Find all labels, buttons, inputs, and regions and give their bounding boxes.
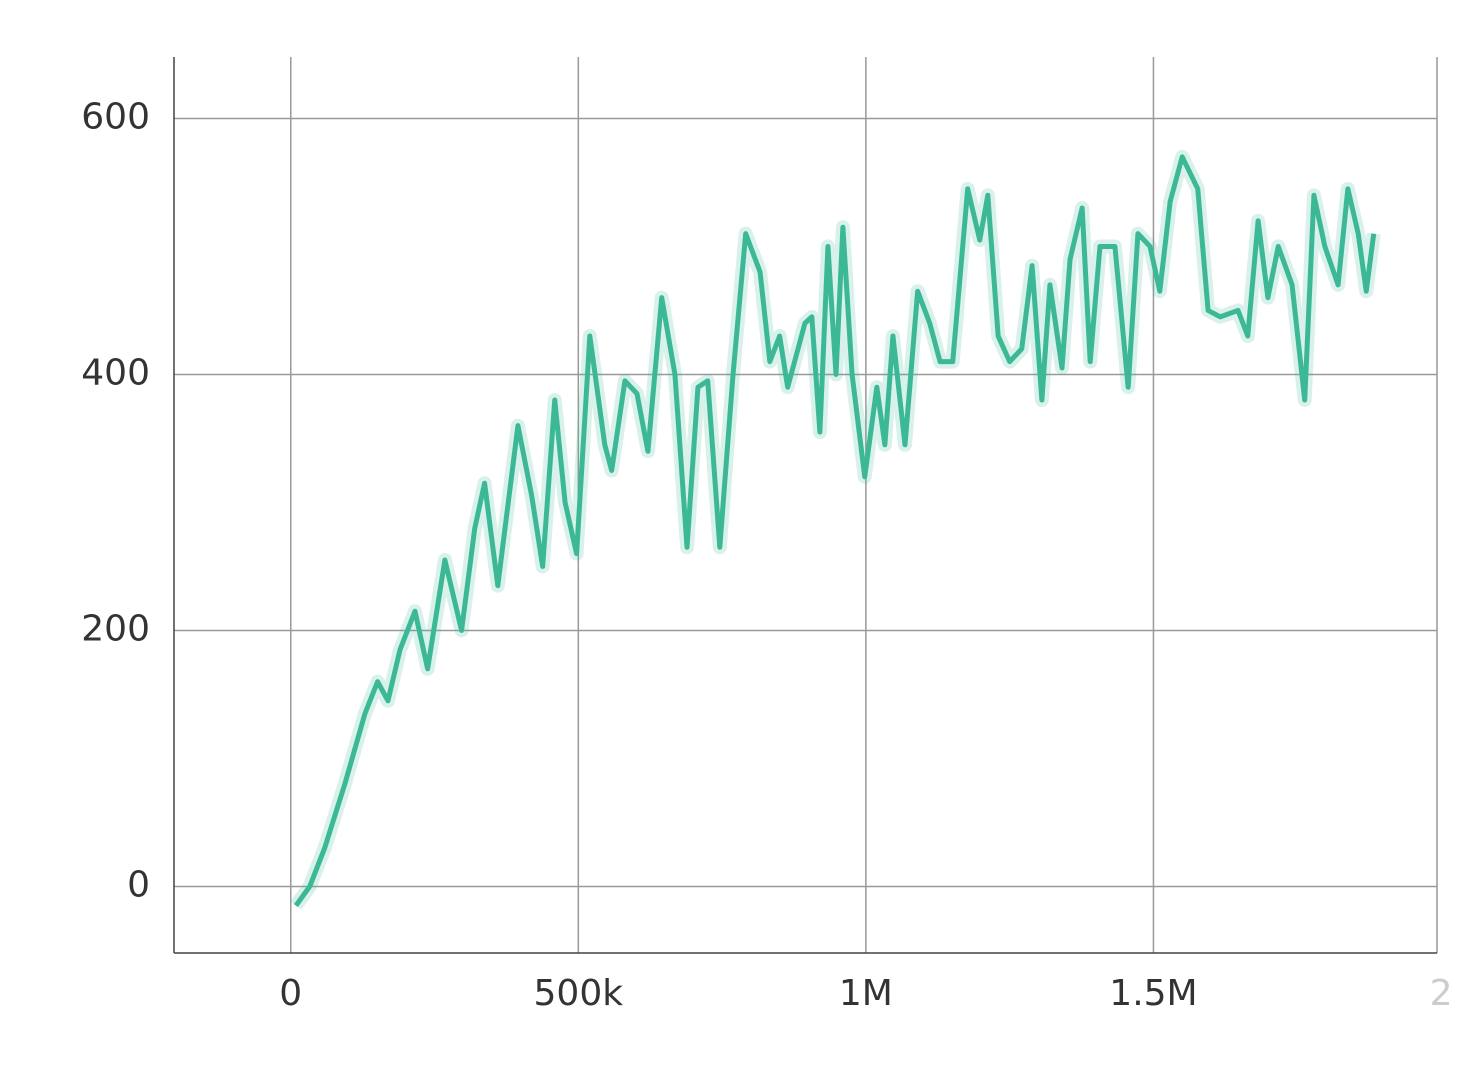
y-tick-label: 600	[81, 96, 150, 137]
line	[293, 154, 1377, 908]
line-halo	[290, 149, 1381, 910]
y-tick-label: 200	[81, 608, 150, 649]
x-tick-label: 2	[1430, 973, 1453, 1014]
x-tick-label: 500k	[534, 973, 624, 1014]
y-tick-label: 0	[127, 864, 150, 905]
x-tick-label: 0	[279, 973, 302, 1014]
x-tick-label: 1M	[839, 973, 893, 1014]
x-tick-label: 1.5M	[1109, 973, 1197, 1014]
y-tick-label: 400	[81, 352, 150, 393]
